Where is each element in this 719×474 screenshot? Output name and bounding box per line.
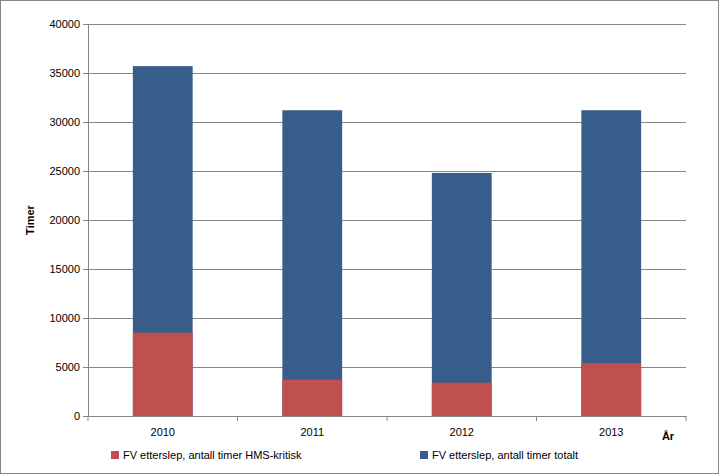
y-tick: 0: [74, 410, 88, 422]
y-tick: 5000: [56, 361, 88, 373]
y-tick-label: 5000: [56, 361, 80, 373]
y-tick-mark: [83, 318, 88, 319]
chart: 0 5000 10000 15000 20000 25000 30000 35000 40000…: [0, 0, 719, 474]
y-tick-mark: [83, 24, 88, 25]
bar: [282, 380, 342, 416]
x-tick: 2011: [300, 416, 324, 438]
y-tick-mark: [83, 416, 88, 417]
x-tick: 2010: [151, 416, 175, 438]
legend-swatch: [111, 451, 119, 459]
y-tick-label: 10000: [49, 312, 80, 324]
y-tick-label: 30000: [49, 116, 80, 128]
y-tick-label: 25000: [49, 165, 80, 177]
x-separators: [88, 416, 686, 421]
x-separator: [237, 416, 238, 421]
y-tick-mark: [83, 220, 88, 221]
y-tick: 25000: [49, 165, 88, 177]
y-tick: 10000: [49, 312, 88, 324]
x-tick: 2013: [599, 416, 623, 438]
y-tick-mark: [83, 367, 88, 368]
x-tick-label: 2013: [599, 426, 623, 438]
bar: [432, 383, 492, 416]
chart-border: [1, 1, 719, 474]
x-separator: [686, 416, 687, 421]
x-separator: [387, 416, 388, 421]
y-tick: 40000: [49, 18, 88, 30]
y-tick-mark: [83, 73, 88, 74]
y-tick: 35000: [49, 67, 88, 79]
y-tick-mark: [83, 269, 88, 270]
bar: [282, 110, 342, 416]
y-tick-label: 0: [74, 410, 80, 422]
legend-label: FV etterslep, antall timer totalt: [432, 449, 578, 461]
y-tick: 15000: [49, 263, 88, 275]
x-separator: [536, 416, 537, 421]
y-tick-label: 40000: [49, 18, 80, 30]
x-tick-label: 2011: [300, 426, 324, 438]
y-tick: 30000: [49, 116, 88, 128]
y-tick-label: 20000: [49, 214, 80, 226]
legend: FV etterslep, antall timer HMS-kritisk FV…: [111, 449, 578, 461]
y-tick-mark: [83, 171, 88, 172]
series: [133, 66, 641, 416]
x-tick-label: 2012: [450, 426, 474, 438]
bar: [581, 110, 641, 416]
grid: [88, 25, 686, 417]
y-axis-title: Timer: [24, 204, 36, 234]
y-tick-label: 15000: [49, 263, 80, 275]
y-tick-label: 35000: [49, 67, 80, 79]
series: [133, 333, 641, 416]
bar: [581, 363, 641, 416]
x-tick: 2012: [450, 416, 474, 438]
y-tick-mark: [83, 122, 88, 123]
bar: [432, 173, 492, 416]
bar: [133, 333, 193, 416]
x-separator: [88, 416, 89, 421]
x-tick-label: 2010: [151, 426, 175, 438]
grid-line: [88, 24, 686, 25]
bar: [133, 66, 193, 416]
y-axis: 0 5000 10000 15000 20000 25000 30000 35000 40000: [49, 18, 88, 422]
x-axis: 2010 2011 2012 2013: [89, 416, 687, 438]
legend-label: FV etterslep, antall timer HMS-kritisk: [123, 449, 302, 461]
bars: [133, 66, 641, 416]
legend-swatch: [420, 451, 428, 459]
x-axis-title: År: [662, 430, 675, 442]
y-tick: 20000: [49, 214, 88, 226]
y-axis-line: [88, 25, 89, 417]
